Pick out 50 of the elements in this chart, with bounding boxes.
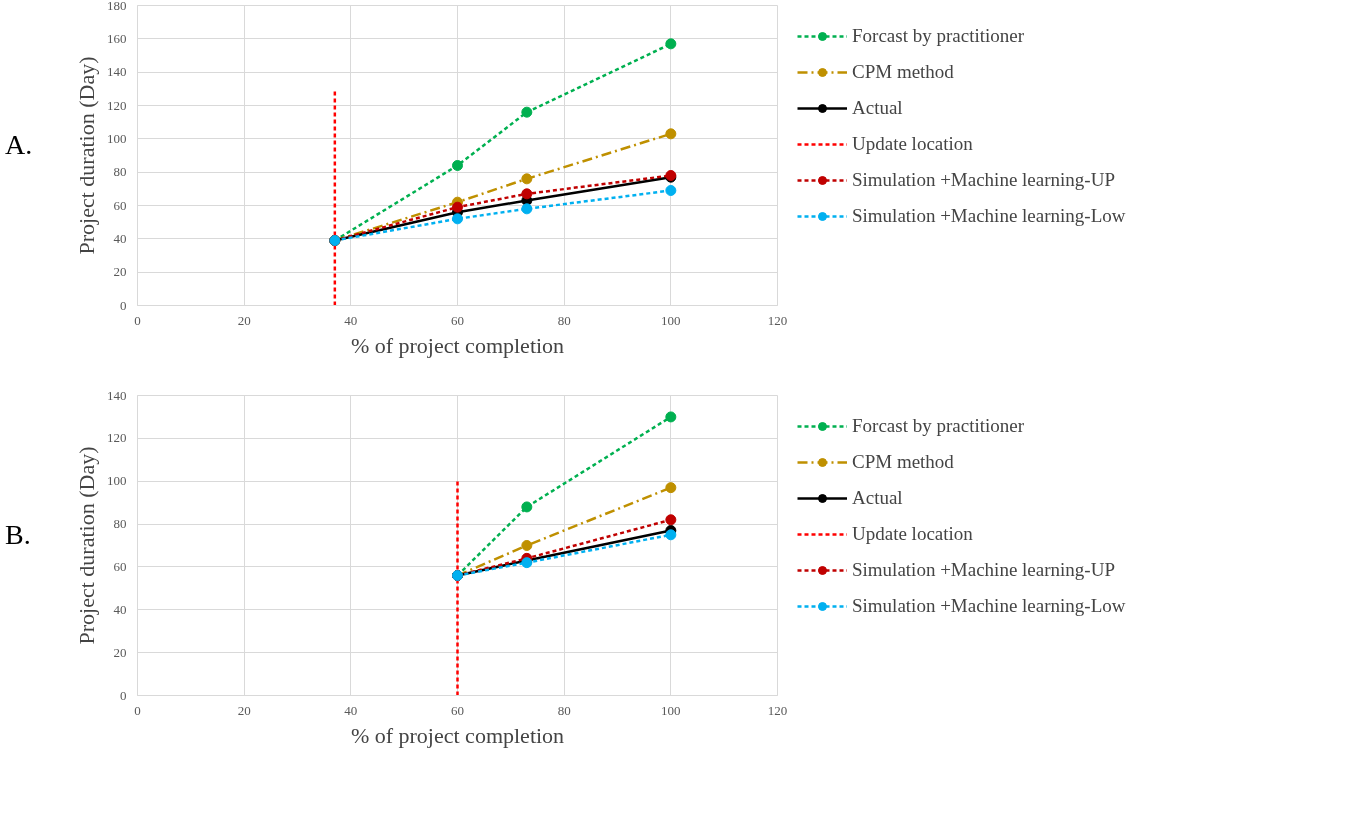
x-tick-label: 120 (767, 702, 788, 718)
x-tick-label: 120 (767, 312, 788, 328)
x-tick-label: 60 (451, 702, 464, 718)
x-tick-label: 40 (344, 312, 358, 328)
y-tick-label: 80 (113, 164, 127, 180)
y-tick-label: 0 (120, 297, 127, 313)
legend-label: Actual (852, 487, 903, 509)
legend-label: Actual (852, 97, 903, 119)
y-tick-label: 0 (120, 687, 127, 703)
x-tick-label: 0 (134, 702, 141, 718)
text: A. (5, 128, 33, 162)
y-tick-label: 60 (113, 197, 127, 213)
y-tick-label: 140 (107, 387, 127, 403)
x-tick-label: 20 (237, 312, 251, 328)
legend-label: Forcast by practitioner (852, 25, 1025, 47)
y-tick-label: 80 (113, 516, 127, 532)
x-axis-title: % of project completion (350, 332, 565, 358)
x-tick-label: 20 (237, 702, 251, 718)
legend-label: CPM method (852, 451, 954, 473)
y-tick-label: 20 (113, 644, 127, 660)
legend-label: Forcast by practitioner (852, 415, 1025, 437)
y-tick-label: 140 (107, 64, 127, 80)
legend-label: Simulation +Machine learning-Low (852, 595, 1126, 617)
y-tick-label: 100 (107, 473, 127, 489)
text: B. (5, 518, 31, 552)
x-tick-label: 100 (661, 702, 681, 718)
x-tick-label: 80 (557, 702, 571, 718)
y-tick-label: 20 (113, 264, 127, 280)
y-tick-label: 180 (107, 0, 127, 13)
y-tick-label: 40 (113, 601, 127, 617)
legend-label: Update location (852, 523, 973, 545)
legend-label: Simulation +Machine learning-UP (852, 559, 1115, 581)
y-tick-label: 40 (113, 230, 127, 246)
y-tick-label: 120 (107, 97, 127, 113)
x-tick-label: 80 (557, 312, 571, 328)
x-tick-label: 40 (344, 702, 358, 718)
y-axis-title: Project duration (Day) (74, 56, 99, 255)
legend-label: CPM method (852, 61, 954, 83)
y-tick-label: 120 (107, 430, 127, 446)
legend-label: Simulation +Machine learning-Low (852, 205, 1126, 227)
x-tick-label: 60 (451, 312, 464, 328)
y-tick-label: 100 (107, 130, 127, 146)
y-tick-label: 60 (113, 558, 127, 574)
x-tick-label: 100 (661, 312, 681, 328)
y-tick-label: 160 (107, 30, 127, 46)
x-axis-title: % of project completion (350, 722, 565, 748)
legend-label: Simulation +Machine learning-UP (852, 169, 1115, 191)
y-axis-title: Project duration (Day) (74, 446, 99, 645)
x-tick-label: 0 (134, 312, 141, 328)
legend-label: Update location (852, 133, 973, 155)
